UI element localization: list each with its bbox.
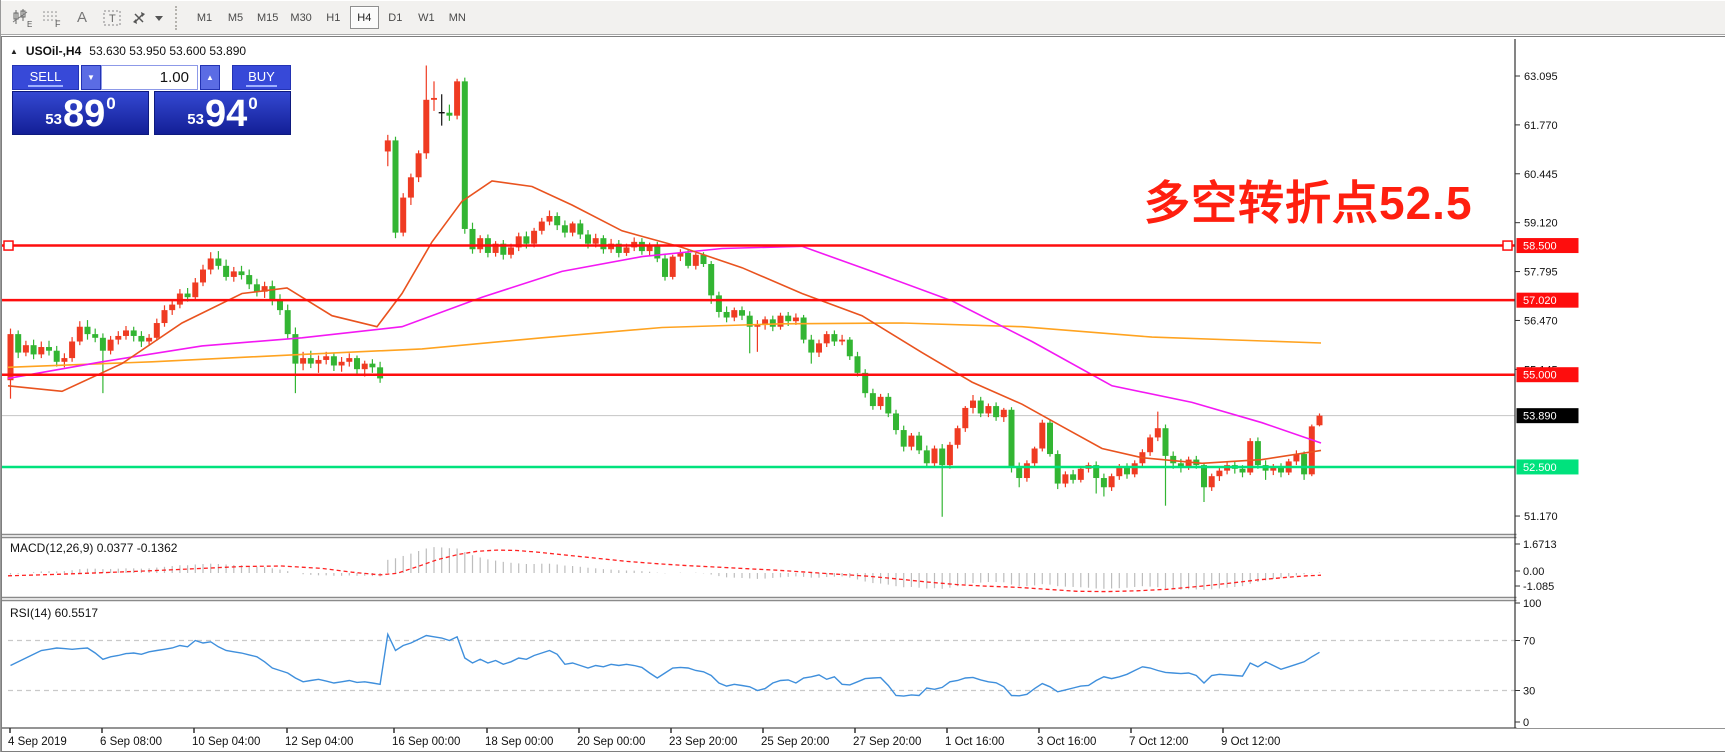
- time-axis-label: 20 Sep 00:00: [577, 736, 645, 748]
- price-axis-label: 56.470: [1524, 315, 1558, 327]
- timeframe-button-d1[interactable]: D1: [388, 11, 403, 24]
- price-badge: [1516, 459, 1579, 475]
- time-axis-label: 3 Oct 16:00: [1037, 736, 1096, 748]
- timeframe-button-m5[interactable]: M5: [227, 11, 244, 24]
- price-badge-label: 52.500: [1523, 462, 1557, 474]
- macd-signal-line: [7, 549, 1322, 593]
- buy-button[interactable]: BUY: [232, 65, 291, 90]
- price-badge: [1516, 367, 1579, 383]
- sell-price-button[interactable]: 53 89 0: [12, 91, 149, 135]
- time-axis-label: 25 Sep 20:00: [761, 736, 829, 748]
- volume-input[interactable]: [101, 65, 198, 90]
- time-axis-label: 1 Oct 16:00: [945, 736, 1004, 748]
- macd-axis-label: -1.085: [1523, 581, 1554, 593]
- candles: [7, 65, 1323, 517]
- macd-label: MACD(12,26,9) 0.0377 -0.1362: [10, 541, 178, 555]
- hline-handle: [1502, 240, 1513, 251]
- time-axis-label: 9 Oct 12:00: [1221, 736, 1280, 748]
- price-badge-label: 53.890: [1523, 411, 1557, 423]
- label-box-icon[interactable]: T: [99, 6, 125, 30]
- volume-decrease-button[interactable]: ▼: [81, 65, 101, 90]
- collapse-triangle-icon[interactable]: ▲: [10, 46, 18, 56]
- svg-text:T: T: [109, 13, 116, 25]
- hline-handle: [3, 240, 14, 251]
- ma-mid-magenta: [7, 245, 1322, 444]
- time-axis-label: 7 Oct 12:00: [1129, 736, 1188, 748]
- timeframe-button-w1[interactable]: W1: [418, 11, 435, 24]
- toolbar-separator: [175, 5, 183, 30]
- time-axis-label: 10 Sep 04:00: [192, 736, 260, 748]
- rsi-label: RSI(14) 60.5517: [10, 606, 98, 620]
- price-axis-label: 57.795: [1524, 267, 1558, 279]
- time-axis-label: 6 Sep 08:00: [100, 736, 162, 748]
- price-axis-label: 63.095: [1524, 71, 1558, 83]
- sell-price-small: 53: [45, 111, 62, 128]
- quote-header: ▲ USOil-,H4 53.630 53.950 53.600 53.890: [10, 44, 246, 58]
- quote-ohlc: 53.630 53.950 53.600 53.890: [89, 44, 247, 58]
- price-axis-label: 51.170: [1524, 511, 1558, 523]
- ma-fast-orangered: [7, 180, 1322, 465]
- time-axis-label: 27 Sep 20:00: [853, 736, 921, 748]
- rsi-axis-label: 0: [1523, 717, 1529, 729]
- timeframe-button-h4[interactable]: H4: [349, 6, 379, 29]
- symbol-title: USOil-,H4: [25, 44, 82, 58]
- rsi-axis-label: 100: [1523, 598, 1541, 610]
- macd-histogram: [9, 547, 1321, 590]
- time-axis-label: 12 Sep 04:00: [285, 736, 353, 748]
- chart-canvas[interactable]: 63.09561.77060.44559.12057.79556.47055.1…: [2, 37, 1725, 751]
- chart-annotation-text[interactable]: 多空转折点52.5: [1144, 177, 1473, 229]
- cursor-mode-icon[interactable]: [129, 6, 167, 30]
- timeframe-button-m1[interactable]: M1: [196, 11, 213, 24]
- ma-slow-orange: [7, 322, 1322, 369]
- price-badge: [1516, 292, 1579, 308]
- sell-button[interactable]: SELL: [12, 65, 79, 90]
- rsi-line: [10, 631, 1320, 697]
- macd-axis-label: 0.00: [1523, 566, 1544, 578]
- timeframe-button-m15[interactable]: M15: [257, 11, 279, 24]
- time-axis-label: 16 Sep 00:00: [392, 736, 460, 748]
- timeframe-button-h1[interactable]: H1: [326, 11, 341, 24]
- price-badge: [1516, 408, 1579, 424]
- time-axis-label: 4 Sep 2019: [8, 736, 67, 748]
- timeframe-button-m30[interactable]: M30: [290, 11, 312, 24]
- price-axis-label: 60.445: [1524, 169, 1558, 181]
- volume-increase-button[interactable]: ▲: [200, 65, 220, 90]
- price-badge-label: 55.000: [1523, 370, 1557, 382]
- indicators-candles-icon[interactable]: E: [9, 6, 35, 30]
- timeframe-button-mn[interactable]: MN: [448, 11, 466, 24]
- price-axis-label: 61.770: [1524, 120, 1558, 132]
- grid-snap-icon[interactable]: F: [39, 6, 65, 30]
- time-axis-label: 23 Sep 20:00: [669, 736, 737, 748]
- rsi-axis-label: 70: [1523, 636, 1535, 648]
- macd-axis-label: 1.6713: [1523, 539, 1557, 551]
- buy-price-big: 94: [204, 93, 248, 135]
- time-axis-label: 18 Sep 00:00: [485, 736, 553, 748]
- price-badge-label: 57.020: [1523, 295, 1557, 307]
- buy-price-button[interactable]: 53 94 0: [154, 91, 291, 135]
- sell-price-sup: 0: [106, 94, 116, 113]
- svg-text:F: F: [55, 19, 61, 28]
- timeframe-bar: M1 M5 M15 M30 H1 H4 D1 W1 MN: [189, 6, 473, 29]
- price-badge-label: 58.500: [1523, 241, 1557, 253]
- rsi-axis-label: 30: [1523, 686, 1535, 698]
- sell-price-big: 89: [62, 93, 106, 135]
- chart-window: 63.09561.77060.44559.12057.79556.47055.1…: [1, 36, 1725, 752]
- buy-price-sup: 0: [248, 94, 258, 113]
- svg-text:E: E: [27, 20, 32, 28]
- text-annotation-icon[interactable]: A: [76, 9, 87, 26]
- price-badge: [1516, 238, 1579, 254]
- price-axis-label: 59.120: [1524, 218, 1558, 230]
- toolbar: E F A T M1 M5 M15 M30 H1 H4 D1: [1, 0, 1725, 35]
- buy-price-small: 53: [187, 111, 204, 128]
